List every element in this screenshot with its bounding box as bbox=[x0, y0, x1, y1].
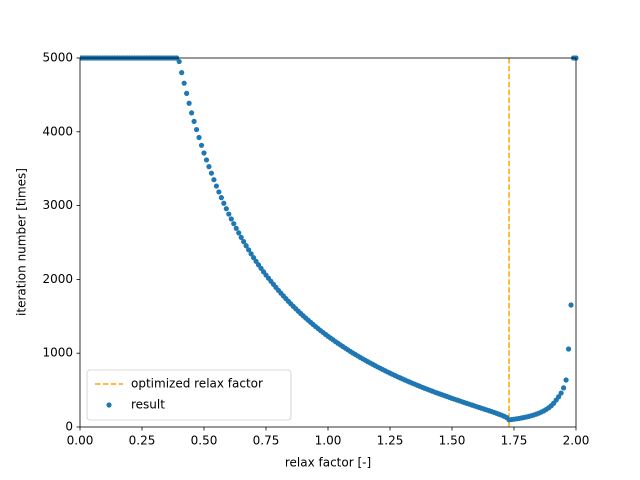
x-axis-label: relax factor [-] bbox=[285, 456, 371, 470]
x-tick-label: 0.75 bbox=[253, 434, 280, 448]
point bbox=[179, 70, 185, 76]
point bbox=[198, 142, 205, 148]
point bbox=[243, 243, 249, 249]
point bbox=[196, 134, 202, 141]
x-tick-label: 0.50 bbox=[191, 434, 218, 448]
point bbox=[233, 225, 239, 231]
point bbox=[191, 118, 197, 124]
point bbox=[201, 150, 207, 156]
point bbox=[236, 230, 242, 236]
point bbox=[565, 346, 572, 352]
point bbox=[206, 164, 212, 170]
point bbox=[241, 239, 247, 245]
point bbox=[226, 211, 232, 217]
point bbox=[189, 110, 195, 116]
point bbox=[181, 80, 187, 86]
legend-label: optimized relax factor bbox=[131, 377, 263, 391]
legend-box bbox=[86, 369, 292, 421]
point bbox=[176, 58, 182, 65]
x-tick-label: 0.00 bbox=[67, 434, 94, 448]
x-tick-label: 1.75 bbox=[501, 434, 528, 448]
point bbox=[208, 170, 215, 176]
point bbox=[558, 390, 564, 396]
point bbox=[238, 234, 244, 241]
y-tick-label: 2000 bbox=[42, 272, 73, 286]
y-tick-label: 3000 bbox=[42, 198, 73, 212]
point bbox=[223, 206, 229, 212]
point bbox=[228, 216, 234, 222]
point bbox=[193, 126, 200, 133]
y-tick-label: 0 bbox=[65, 420, 73, 434]
point bbox=[184, 90, 190, 96]
x-tick-label: 1.50 bbox=[439, 434, 466, 448]
axes-frame bbox=[79, 57, 577, 428]
point bbox=[213, 183, 219, 189]
point bbox=[556, 394, 562, 400]
point bbox=[563, 377, 569, 383]
point bbox=[246, 247, 252, 253]
x-tick-label: 0.25 bbox=[129, 434, 156, 448]
point bbox=[203, 157, 210, 163]
point bbox=[561, 385, 567, 391]
legend-swatch bbox=[106, 402, 112, 408]
legend-label: result bbox=[131, 398, 165, 412]
x-tick-label: 1.25 bbox=[377, 434, 404, 448]
point bbox=[216, 189, 222, 195]
point bbox=[221, 200, 227, 206]
y-tick-label: 1000 bbox=[42, 346, 73, 360]
y-tick-label: 4000 bbox=[42, 124, 73, 138]
point bbox=[186, 100, 192, 106]
x-tick-label: 1.00 bbox=[315, 434, 342, 448]
x-tick-label: 2.00 bbox=[563, 434, 590, 448]
y-axis-label: iteration number [times] bbox=[15, 168, 29, 316]
point bbox=[568, 302, 574, 308]
plot-area bbox=[80, 55, 579, 427]
point bbox=[211, 177, 217, 183]
point bbox=[231, 221, 237, 227]
point bbox=[248, 251, 254, 257]
y-tick-label: 5000 bbox=[42, 51, 73, 65]
point bbox=[218, 195, 224, 201]
